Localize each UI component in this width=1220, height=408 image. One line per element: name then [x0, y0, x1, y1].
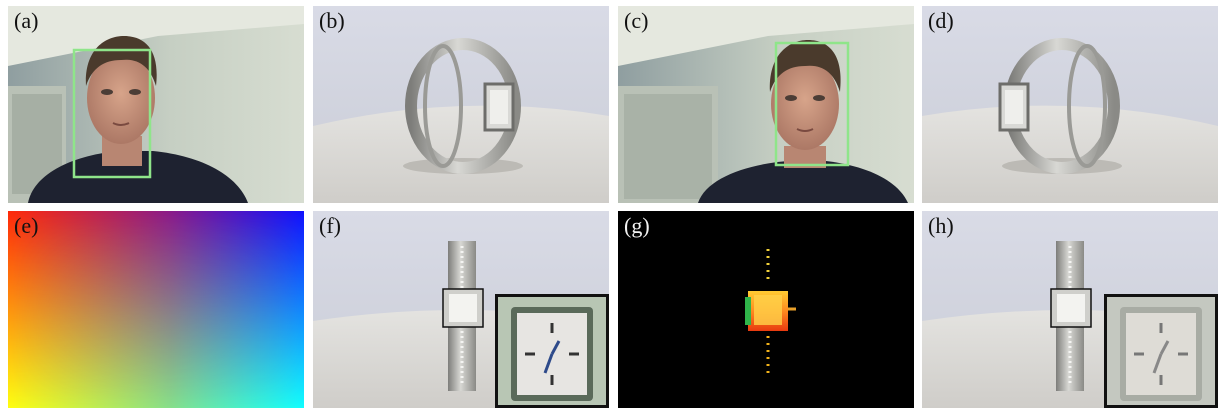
- panel-f-label: (f): [319, 213, 341, 238]
- color-gradient-map: [8, 211, 304, 408]
- face-detection-box: [72, 48, 152, 179]
- panel-d-photo: [922, 6, 1218, 203]
- panel-h: (h): [922, 211, 1218, 408]
- face-detection-box: [774, 41, 850, 167]
- panel-e: (e): [8, 211, 304, 408]
- panel-b-label: (b): [319, 8, 345, 33]
- panel-g-label: (g): [624, 213, 650, 238]
- panel-b: (b): [313, 6, 609, 203]
- panel-c: (c): [618, 6, 914, 203]
- panel-b-photo: [313, 6, 609, 203]
- panel-f-photo: [313, 211, 609, 408]
- panel-e-label: (e): [14, 213, 39, 238]
- panel-h-photo: [922, 211, 1218, 408]
- panel-c-label: (c): [624, 8, 649, 33]
- panel-g: (g): [618, 211, 914, 408]
- panel-a-photo: [8, 6, 304, 203]
- panel-c-photo: [618, 6, 914, 203]
- panel-h-label: (h): [928, 213, 954, 238]
- panel-f: (f): [313, 211, 609, 408]
- panel-a-label: (a): [14, 8, 39, 33]
- panel-g-heatmap: [618, 211, 914, 408]
- panel-d: (d): [922, 6, 1218, 203]
- panel-a: (a): [8, 6, 304, 203]
- panel-d-label: (d): [928, 8, 954, 33]
